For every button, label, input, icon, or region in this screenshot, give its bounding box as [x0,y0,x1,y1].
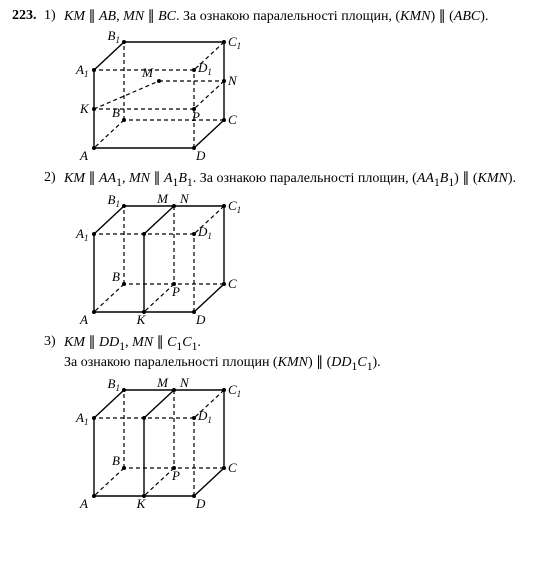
svg-text:B1: B1 [108,378,120,393]
svg-text:B1: B1 [108,194,120,209]
part-text: KM ∥ AA1, MN ∥ A1B1. За ознакою паралель… [64,170,546,190]
svg-text:A1: A1 [75,410,88,427]
part-index: 3) [44,334,64,350]
svg-text:A: A [79,496,88,508]
part-index: 2) [44,170,64,186]
svg-text:K: K [136,496,147,508]
svg-text:C1: C1 [228,34,241,51]
problem-number: 223. [12,8,44,24]
svg-text:C: C [228,112,237,127]
svg-text:B1: B1 [108,30,120,45]
svg-text:M: M [156,378,169,390]
svg-text:D1: D1 [197,224,212,241]
svg-text:P: P [191,109,200,124]
svg-text:D: D [195,148,206,160]
figure-2: A D B C A1 B1 C1 D1 K MN P [64,194,546,324]
svg-text:C: C [228,460,237,475]
svg-text:A1: A1 [75,226,88,243]
part-2: 2)KM ∥ AA1, MN ∥ A1B1. За ознакою парале… [12,170,546,190]
svg-text:P: P [171,284,180,299]
svg-text:A1: A1 [75,62,88,79]
svg-text:A: A [79,148,88,160]
part-index: 1) [44,8,64,24]
svg-text:B: B [112,453,120,468]
svg-text:D: D [195,312,206,324]
part-1: 223.1)KM ∥ AB, MN ∥ BC. За ознакою парал… [12,8,546,26]
svg-text:K: K [79,101,90,116]
svg-text:C1: C1 [228,198,241,215]
svg-text:N: N [227,73,238,88]
part-3: 3)KM ∥ DD1, MN ∥ C1C1.За ознакою паралел… [12,334,546,374]
svg-text:C1: C1 [228,382,241,399]
part-text: KM ∥ DD1, MN ∥ C1C1.За ознакою паралельн… [64,334,546,374]
svg-text:N: N [179,378,190,390]
figure-1: A D B C A1 B1 C1 D1 K M N P [64,30,546,160]
part-text: KM ∥ AB, MN ∥ BC. За ознакою паралельнос… [64,8,546,26]
svg-text:M: M [141,65,154,80]
svg-text:D: D [195,496,206,508]
svg-text:D1: D1 [197,408,212,425]
figure-3: A D B C A1 B1 C1 D1 K MN P [64,378,546,508]
svg-text:B: B [112,269,120,284]
svg-text:K: K [136,312,147,324]
svg-text:A: A [79,312,88,324]
svg-text:D1: D1 [197,60,212,77]
svg-text:P: P [171,468,180,483]
svg-text:B: B [112,105,120,120]
svg-text:N: N [179,194,190,206]
svg-text:M: M [156,194,169,206]
svg-text:C: C [228,276,237,291]
